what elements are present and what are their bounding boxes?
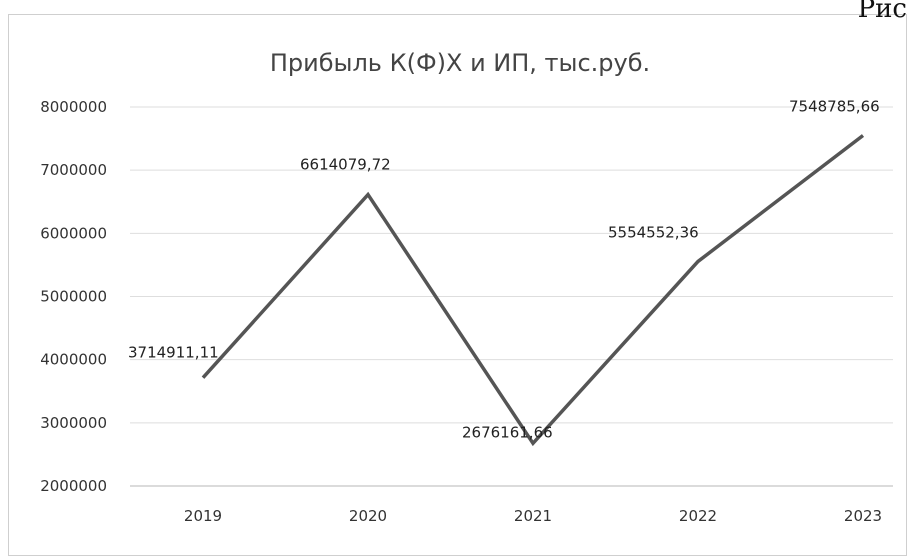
x-axis-ticks: 2019 2020 2021 2022 2023 — [184, 507, 882, 525]
x-tick-label: 2022 — [679, 507, 717, 525]
y-tick-label: 8000000 — [40, 98, 107, 116]
y-tick-label: 7000000 — [40, 161, 107, 179]
gridlines — [130, 106, 893, 487]
data-label: 7548785,66 — [789, 98, 880, 116]
y-tick-label: 6000000 — [40, 224, 107, 242]
series-line — [201, 134, 865, 447]
page-corner-text: Рис — [857, 0, 907, 24]
data-label: 6614079,72 — [300, 156, 391, 174]
x-tick-label: 2020 — [349, 507, 387, 525]
data-labels: 3714911,11 6614079,72 2676161,66 5554552,36… — [128, 98, 880, 442]
data-label: 2676161,66 — [462, 423, 553, 441]
x-tick-label: 2021 — [514, 507, 552, 525]
y-axis-ticks: 2000000 3000000 4000000 5000000 6000000 70000… — [40, 98, 107, 495]
y-tick-label: 5000000 — [40, 288, 107, 306]
chart-frame — [8, 14, 907, 556]
x-tick-label: 2019 — [184, 507, 222, 525]
data-label: 5554552,36 — [608, 223, 699, 241]
chart-title: Прибыль К(Ф)Х и ИП, тыс.руб. — [270, 49, 650, 77]
y-tick-label: 3000000 — [40, 414, 107, 432]
series-layer — [201, 134, 865, 447]
y-tick-label: 4000000 — [40, 351, 107, 369]
y-tick-label: 2000000 — [40, 477, 107, 495]
line-chart: Прибыль К(Ф)Х и ИП, тыс.руб. 2000000 3000… — [40, 49, 893, 525]
data-label: 3714911,11 — [128, 344, 219, 362]
x-tick-label: 2023 — [844, 507, 882, 525]
